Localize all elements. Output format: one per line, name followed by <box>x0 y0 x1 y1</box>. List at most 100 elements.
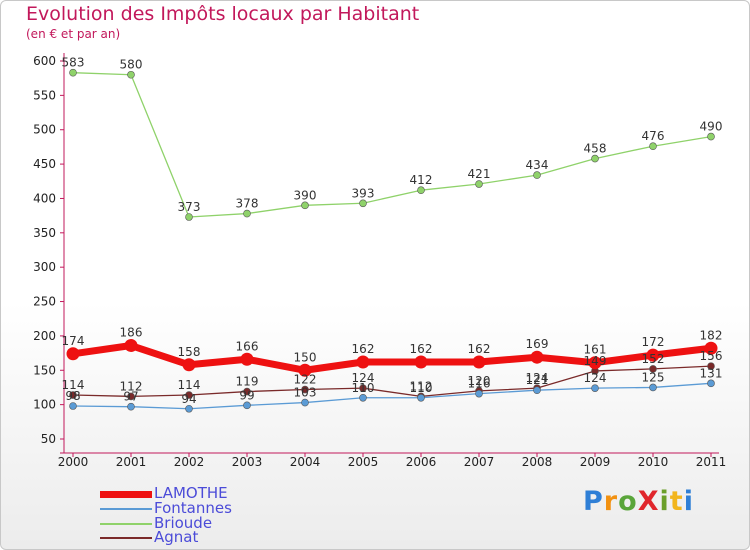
legend-label: LAMOTHE <box>154 484 228 502</box>
proxiti-logo: ProXiti <box>583 486 694 517</box>
y-tick-label: 500 <box>33 123 56 137</box>
series-line <box>72 382 712 410</box>
data-point <box>591 154 599 163</box>
data-label: 103 <box>294 386 317 400</box>
y-tick-label: 550 <box>33 88 56 102</box>
data-point <box>301 398 309 407</box>
y-tick-label: 50 <box>41 432 56 446</box>
data-label: 150 <box>294 350 317 364</box>
data-point <box>185 213 193 221</box>
x-tick-label: 2002 <box>174 455 205 469</box>
data-label: 158 <box>178 345 201 359</box>
data-label: 120 <box>468 374 491 388</box>
data-label: 124 <box>526 371 549 385</box>
data-label: 125 <box>642 370 665 384</box>
y-tick-label: 400 <box>33 191 56 205</box>
data-label: 434 <box>526 158 549 172</box>
data-label: 583 <box>62 56 85 70</box>
data-point <box>243 209 251 218</box>
data-label: 110 <box>410 381 433 395</box>
data-label: 162 <box>352 342 375 356</box>
data-label: 114 <box>178 378 201 392</box>
x-tick-label: 2011 <box>696 455 727 469</box>
data-point <box>533 386 541 395</box>
data-label: 412 <box>410 173 433 187</box>
data-label: 421 <box>468 167 491 181</box>
data-point <box>530 350 544 364</box>
data-point <box>69 402 77 410</box>
data-point <box>240 352 254 366</box>
data-point <box>417 186 425 195</box>
data-label: 98 <box>65 389 80 403</box>
data-point <box>182 358 196 372</box>
data-point <box>243 401 251 410</box>
x-tick-label: 2003 <box>232 455 263 469</box>
data-label: 162 <box>410 342 433 356</box>
data-point <box>124 339 138 353</box>
data-point <box>649 365 657 373</box>
series-fontannes <box>69 379 715 413</box>
y-tick-label: 250 <box>33 295 56 309</box>
legend-swatch <box>100 537 152 539</box>
data-label: 114 <box>62 378 85 392</box>
x-tick-label: 2004 <box>290 455 321 469</box>
data-label: 156 <box>700 349 723 363</box>
data-label: 174 <box>62 334 85 348</box>
data-point <box>127 392 135 401</box>
y-tick-label: 350 <box>33 226 56 240</box>
x-tick-label: 2001 <box>116 455 147 469</box>
data-label: 110 <box>352 381 375 395</box>
x-tick-label: 2007 <box>464 455 495 469</box>
data-point <box>359 393 367 402</box>
data-point <box>417 393 425 402</box>
data-label: 122 <box>294 373 317 387</box>
data-point <box>588 356 602 370</box>
data-label: 131 <box>700 366 723 380</box>
data-point <box>69 391 77 399</box>
x-tick-label: 2009 <box>580 455 611 469</box>
y-tick-label: 150 <box>33 363 56 377</box>
data-point <box>359 199 367 208</box>
y-tick-label: 450 <box>33 157 56 171</box>
data-label: 580 <box>120 58 143 72</box>
series-lamothe <box>66 339 718 377</box>
y-tick-label: 100 <box>33 398 56 412</box>
data-point <box>66 347 80 361</box>
legend-swatch <box>100 491 152 498</box>
x-tick-label: 2006 <box>406 455 437 469</box>
data-label: 490 <box>700 120 723 134</box>
data-point <box>472 355 486 369</box>
legend-swatch <box>100 523 152 525</box>
data-label: 186 <box>120 326 143 340</box>
data-label: 393 <box>352 186 375 200</box>
data-label: 152 <box>642 352 665 366</box>
series-brioude <box>69 68 715 221</box>
data-label: 112 <box>410 379 433 393</box>
data-point <box>301 385 309 394</box>
data-point <box>69 68 77 77</box>
data-label: 124 <box>584 371 607 385</box>
data-point <box>356 355 370 369</box>
data-label: 458 <box>584 142 607 156</box>
series-agnat <box>69 362 715 401</box>
data-label: 112 <box>120 379 143 393</box>
data-label: 119 <box>236 375 259 389</box>
data-point <box>646 348 660 362</box>
data-point <box>707 379 715 388</box>
data-point <box>707 362 715 370</box>
data-point <box>533 171 541 179</box>
data-point <box>298 363 312 377</box>
data-label: 182 <box>700 328 723 342</box>
data-point <box>649 383 657 392</box>
data-label: 121 <box>526 373 549 387</box>
data-point <box>185 404 193 413</box>
y-tick-label: 600 <box>33 54 56 68</box>
data-label: 161 <box>584 343 607 357</box>
data-label: 169 <box>526 337 549 351</box>
data-point <box>127 402 135 411</box>
data-point <box>185 391 193 399</box>
data-label: 149 <box>584 354 607 368</box>
data-label: 94 <box>181 392 196 406</box>
